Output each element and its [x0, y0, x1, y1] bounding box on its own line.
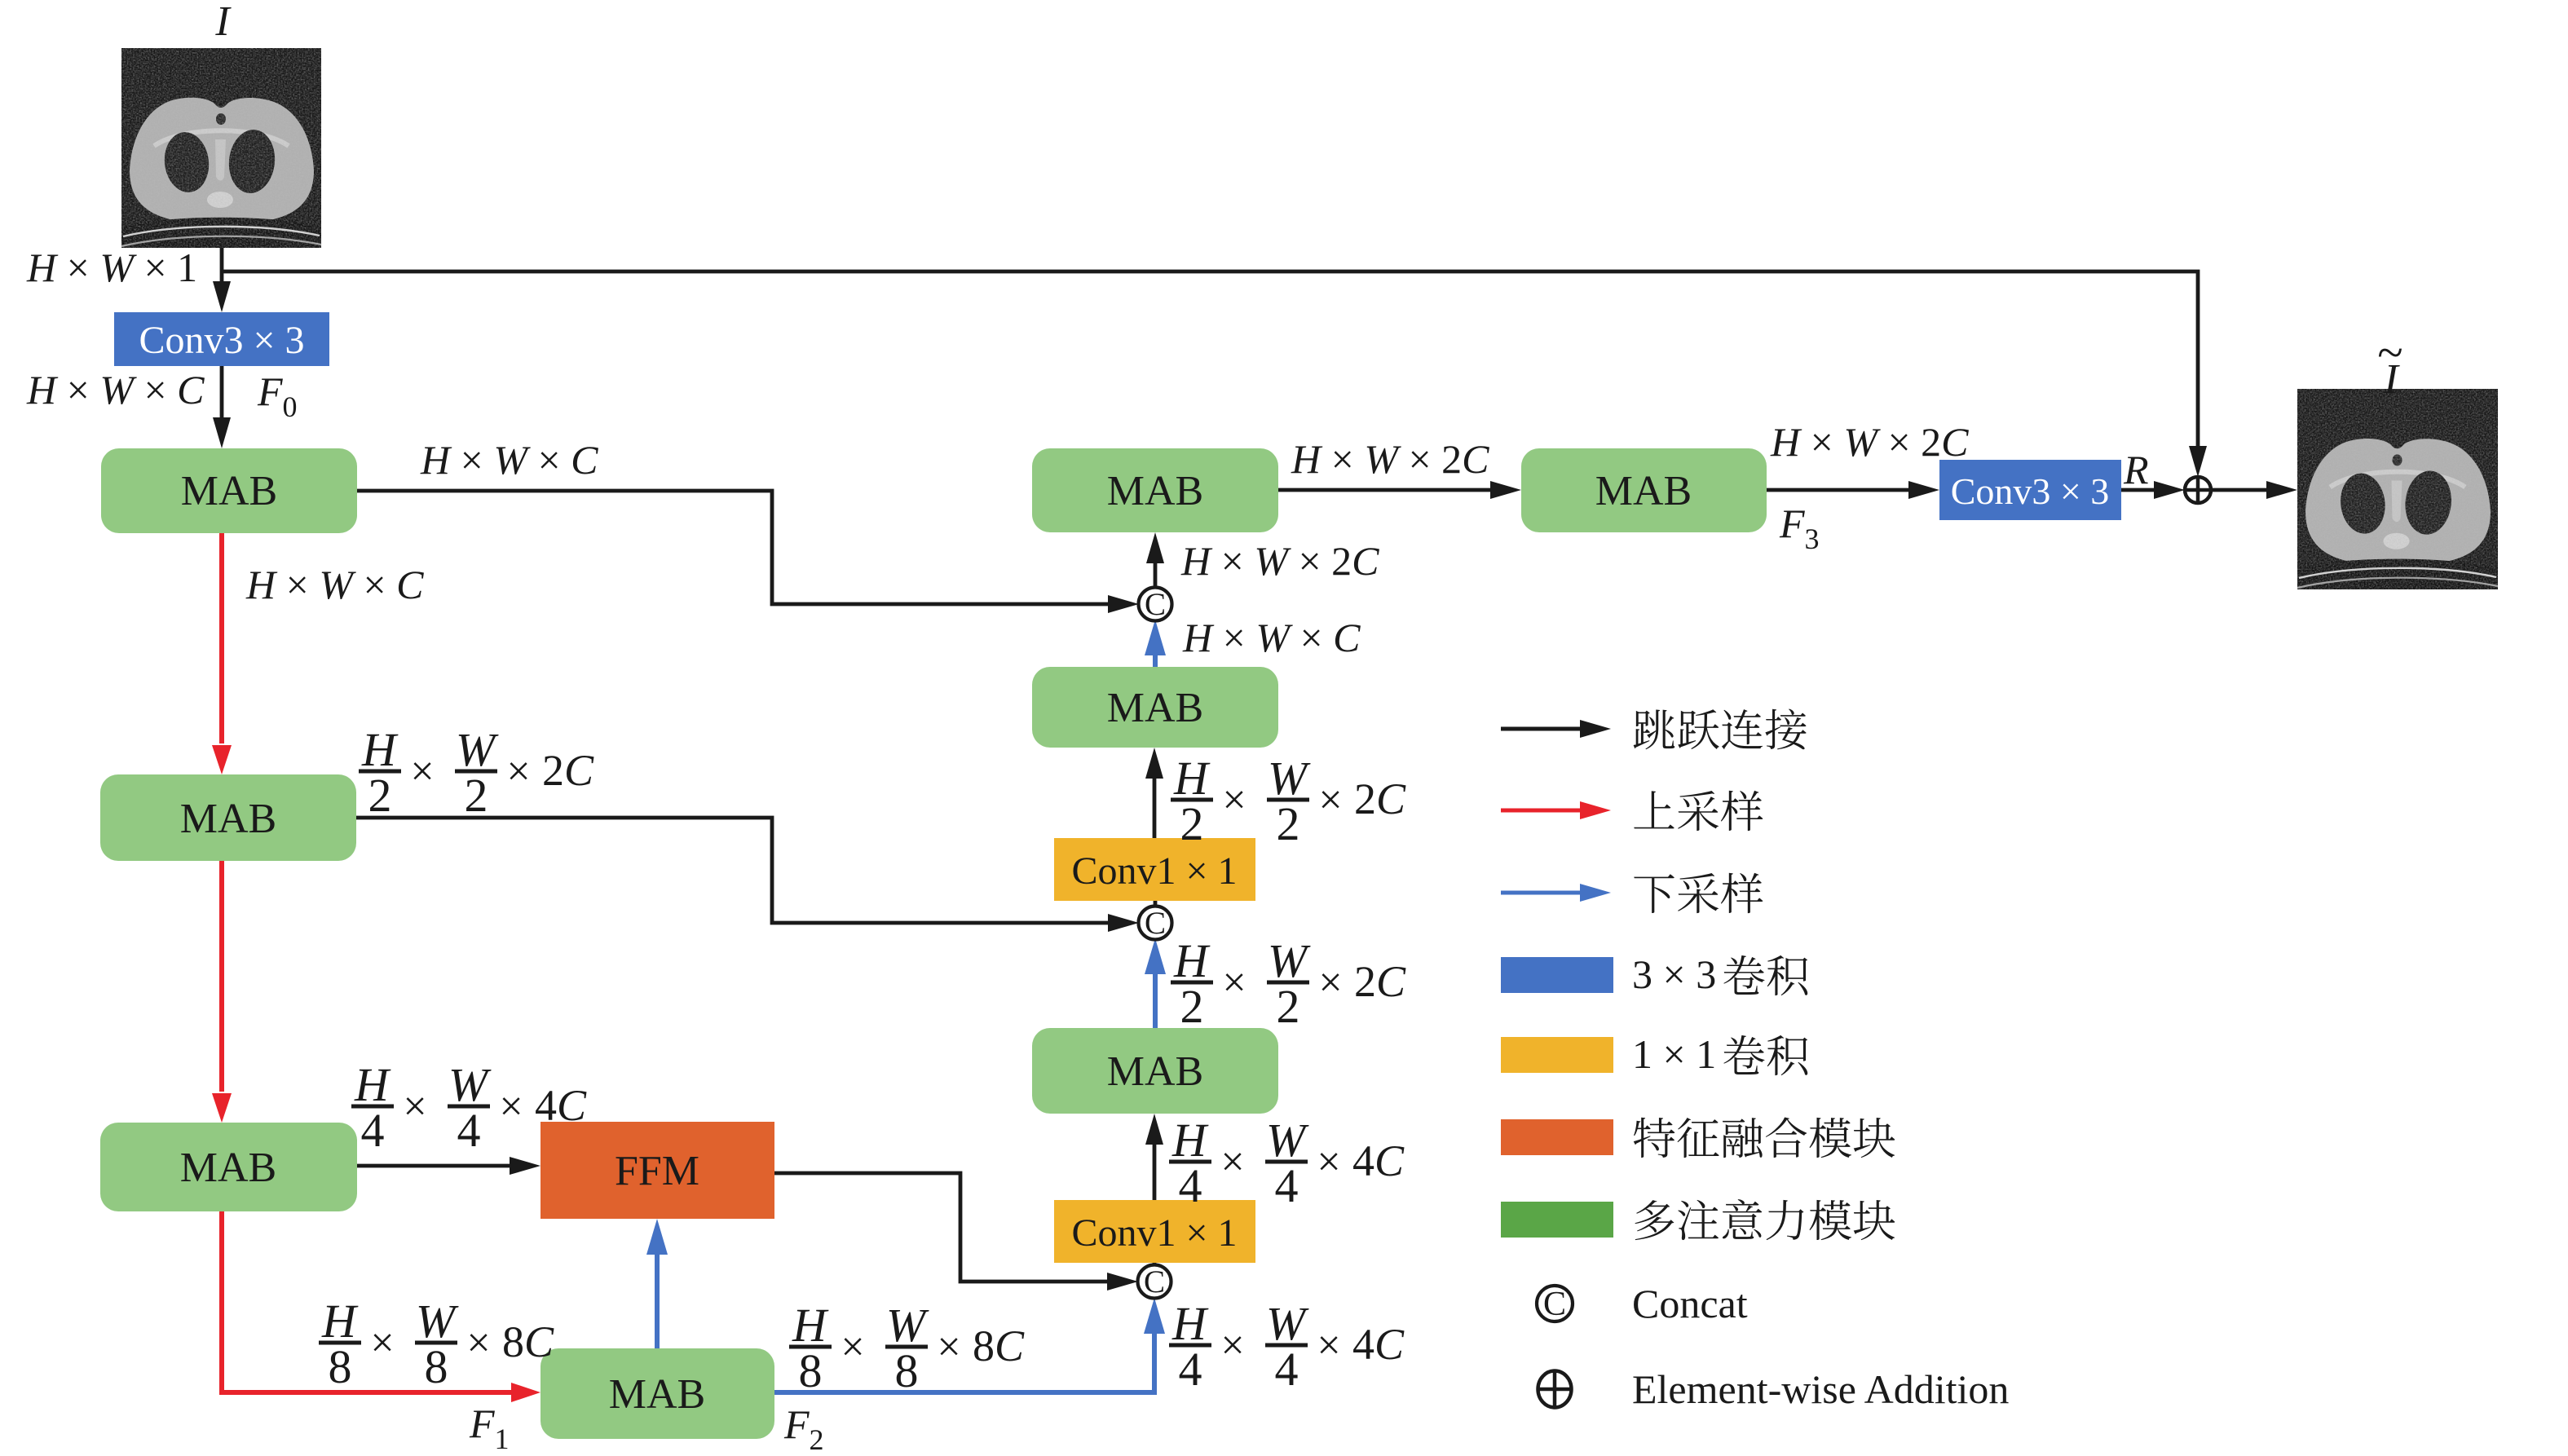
svg-text:4: 4: [1179, 1343, 1202, 1396]
svg-text:W: W: [1268, 934, 1311, 987]
svg-text:MAB: MAB: [1595, 468, 1692, 514]
svg-text:2: 2: [1180, 980, 1204, 1033]
svg-text:H × W × 2C: H × W × 2C: [1180, 538, 1379, 584]
svg-text:×: ×: [1222, 960, 1246, 1006]
svg-text:I: I: [2383, 356, 2400, 403]
svg-text:H: H: [354, 1058, 391, 1111]
svg-text:4: 4: [1179, 1159, 1202, 1212]
svg-text:F1: F1: [469, 1401, 510, 1452]
svg-text:FFM: FFM: [615, 1148, 699, 1194]
svg-text:H × W × 2C: H × W × 2C: [1770, 419, 1969, 465]
svg-text:MAB: MAB: [181, 468, 277, 514]
svg-text:Conv3 × 3: Conv3 × 3: [1951, 470, 2110, 512]
svg-text:H: H: [1173, 752, 1211, 805]
svg-text:I: I: [214, 0, 232, 45]
svg-text:×: ×: [937, 1324, 960, 1370]
svg-text:×: ×: [499, 1083, 523, 1130]
svg-text:2C: 2C: [542, 746, 594, 795]
svg-text:4C: 4C: [1352, 1320, 1405, 1369]
svg-text:×: ×: [506, 748, 530, 795]
svg-text:~: ~: [2377, 326, 2403, 379]
svg-text:2: 2: [1180, 797, 1204, 850]
svg-text:×: ×: [1317, 1139, 1340, 1185]
svg-text:MAB: MAB: [609, 1371, 705, 1418]
svg-text:C: C: [1145, 906, 1166, 941]
svg-text:8C: 8C: [973, 1321, 1025, 1370]
svg-text:C: C: [1543, 1286, 1566, 1323]
svg-text:2: 2: [368, 769, 392, 822]
svg-text:4C: 4C: [1352, 1136, 1405, 1185]
svg-text:4: 4: [361, 1104, 385, 1157]
svg-text:×: ×: [403, 1083, 426, 1130]
svg-text:MAB: MAB: [1107, 685, 1203, 731]
svg-text:MAB: MAB: [1107, 1048, 1203, 1095]
svg-text:×: ×: [1220, 1139, 1244, 1185]
svg-text:H × W × C: H × W × C: [1182, 615, 1361, 660]
svg-text:F0: F0: [257, 368, 298, 423]
svg-text:F3: F3: [1779, 501, 1820, 555]
svg-text:Conv3 × 3: Conv3 × 3: [139, 319, 304, 362]
svg-text:W: W: [1268, 752, 1311, 805]
svg-text:×: ×: [370, 1320, 394, 1366]
svg-text:8: 8: [895, 1344, 919, 1397]
svg-text:H: H: [321, 1295, 359, 1348]
svg-text:2C: 2C: [1354, 957, 1406, 1006]
svg-text:4: 4: [457, 1104, 481, 1157]
svg-text:H: H: [792, 1299, 829, 1352]
svg-text:F2: F2: [783, 1401, 824, 1452]
svg-text:R: R: [2123, 447, 2149, 492]
svg-text:H: H: [361, 723, 399, 776]
svg-text:×: ×: [841, 1324, 864, 1370]
svg-text:H × W × C: H × W × C: [26, 367, 205, 413]
svg-text:H: H: [1171, 1114, 1209, 1167]
svg-text:Element-wise Addition: Element-wise Addition: [1632, 1366, 2009, 1412]
svg-text:×: ×: [1222, 777, 1246, 823]
svg-text:C: C: [1145, 587, 1166, 622]
svg-text:Concat: Concat: [1632, 1281, 1748, 1326]
svg-text:W: W: [448, 1058, 492, 1111]
svg-text:W: W: [416, 1295, 459, 1348]
svg-text:×: ×: [1318, 960, 1342, 1006]
svg-text:×: ×: [1318, 777, 1342, 823]
svg-text:×: ×: [410, 748, 434, 795]
svg-text:×: ×: [1220, 1322, 1244, 1369]
svg-text:MAB: MAB: [1107, 468, 1203, 514]
svg-text:C: C: [1144, 1264, 1165, 1299]
svg-text:×: ×: [466, 1320, 490, 1366]
svg-text:W: W: [1266, 1297, 1309, 1350]
svg-text:W: W: [1266, 1114, 1309, 1167]
svg-text:Conv1 × 1: Conv1 × 1: [1071, 1211, 1237, 1255]
svg-text:×: ×: [1317, 1322, 1340, 1369]
svg-text:W: W: [456, 723, 499, 776]
svg-text:MAB: MAB: [180, 1145, 276, 1191]
svg-text:4C: 4C: [535, 1081, 587, 1130]
svg-text:H × W × 1: H × W × 1: [26, 245, 197, 290]
svg-text:4: 4: [1275, 1343, 1299, 1396]
svg-text:3 × 3: 3 × 3: [1632, 951, 1716, 997]
svg-text:8C: 8C: [502, 1317, 554, 1366]
svg-text:H × W × C: H × W × C: [420, 437, 598, 483]
svg-text:8: 8: [799, 1344, 823, 1397]
svg-text:2C: 2C: [1354, 774, 1406, 823]
svg-text:H: H: [1171, 1297, 1209, 1350]
svg-text:2: 2: [465, 769, 488, 822]
svg-text:H × W × 2C: H × W × 2C: [1291, 436, 1489, 482]
svg-text:4: 4: [1275, 1159, 1299, 1212]
svg-text:2: 2: [1277, 797, 1300, 850]
svg-text:MAB: MAB: [180, 796, 276, 842]
svg-text:H: H: [1173, 934, 1211, 987]
svg-text:Conv1 × 1: Conv1 × 1: [1071, 849, 1237, 893]
svg-text:W: W: [886, 1299, 929, 1352]
svg-text:8: 8: [425, 1340, 448, 1393]
svg-text:H × W × C: H × W × C: [245, 562, 424, 607]
svg-text:1 × 1: 1 × 1: [1632, 1031, 1716, 1077]
svg-text:2: 2: [1277, 980, 1300, 1033]
svg-text:8: 8: [329, 1340, 352, 1393]
